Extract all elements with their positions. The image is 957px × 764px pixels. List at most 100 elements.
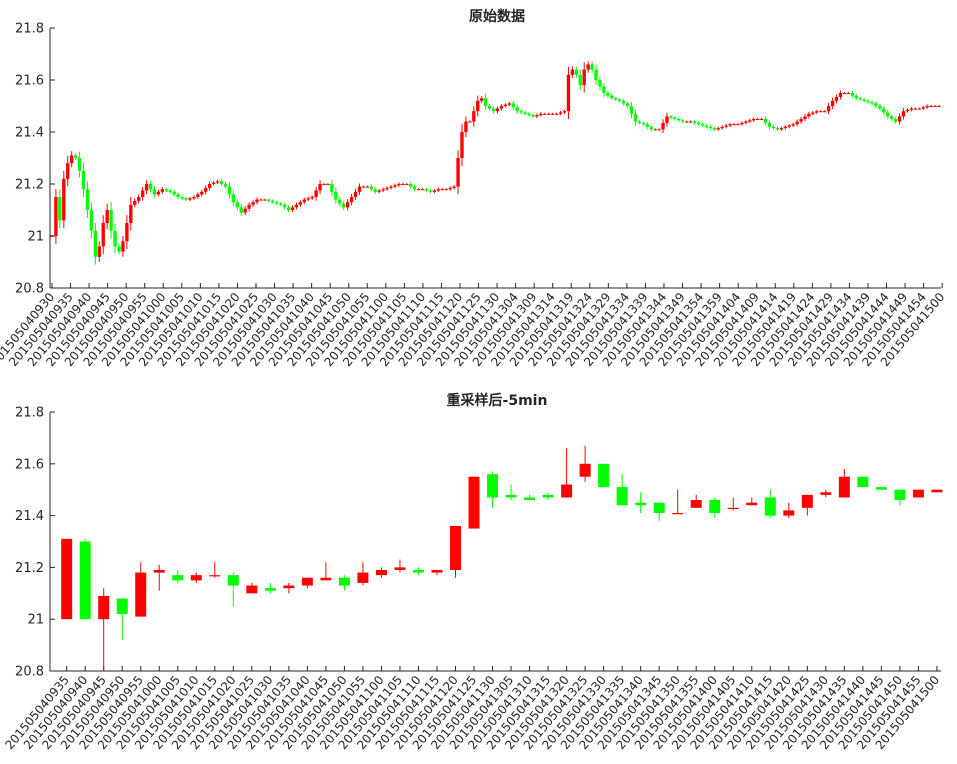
- y-tick-label: 21.4: [15, 509, 44, 524]
- candle-body: [349, 197, 354, 203]
- candle-body: [598, 80, 602, 87]
- candle-body: [854, 95, 858, 99]
- candle-body: [826, 106, 831, 112]
- candle-body: [811, 112, 815, 114]
- candle-body: [81, 171, 86, 190]
- candle-body: [290, 207, 295, 210]
- candle-body: [931, 489, 943, 493]
- chart-title: 原始数据: [469, 8, 525, 25]
- candle-body: [590, 64, 594, 70]
- candle-body: [823, 111, 827, 113]
- candle-body: [732, 124, 736, 126]
- candle-body: [890, 116, 894, 119]
- candle-body: [152, 189, 157, 195]
- candle-body: [499, 106, 504, 109]
- candle-body: [834, 96, 839, 101]
- candle-body: [172, 191, 176, 195]
- candle-body: [748, 120, 752, 122]
- candle-body: [420, 189, 425, 191]
- candle-body: [338, 199, 342, 204]
- candle-body: [543, 113, 547, 115]
- candle-body: [542, 494, 554, 498]
- candle-body: [282, 204, 287, 208]
- candle-body: [704, 125, 709, 127]
- candle-body: [791, 124, 795, 126]
- candle-body: [681, 120, 685, 122]
- y-tick-label: 21.4: [15, 126, 44, 141]
- candle-body: [752, 119, 756, 121]
- candle-body: [342, 203, 346, 208]
- candle-body: [783, 510, 795, 516]
- candle-body: [239, 207, 243, 213]
- candle-body: [921, 107, 925, 109]
- y-tick-label: 21: [27, 230, 44, 245]
- candle-body: [89, 210, 94, 231]
- candle-body: [464, 121, 468, 132]
- candle-body: [495, 108, 500, 112]
- candle-body: [505, 494, 517, 498]
- candle-body: [357, 572, 369, 583]
- candle-body: [487, 106, 492, 109]
- candle-body: [629, 106, 634, 114]
- candle-body: [692, 121, 697, 123]
- candle-body: [688, 121, 693, 123]
- candle-body: [736, 124, 740, 126]
- candle-body: [365, 186, 370, 188]
- candle-body: [160, 189, 165, 192]
- candle-body: [503, 104, 508, 106]
- resampled-5min-chart-svg: 重采样后-5min 20.82121.221.421.621.820150504…: [2, 392, 943, 752]
- candle-body: [700, 124, 705, 126]
- candle-body: [70, 155, 74, 164]
- candle-body: [235, 202, 239, 208]
- candle-body: [535, 115, 539, 117]
- candle-body: [846, 93, 851, 94]
- candle-body: [373, 189, 377, 192]
- candle-body: [393, 185, 397, 187]
- candle-body: [306, 198, 310, 200]
- candle-body: [450, 525, 462, 570]
- candle-body: [381, 189, 385, 191]
- candle-body: [913, 108, 918, 110]
- y-tick-label: 21.8: [15, 22, 44, 37]
- candle-body: [598, 463, 610, 488]
- candle-body: [79, 541, 91, 620]
- candle-body: [709, 500, 721, 514]
- candle-body: [523, 112, 527, 114]
- candle-body: [866, 100, 870, 103]
- candle-body: [712, 128, 716, 130]
- candle-body: [858, 98, 862, 100]
- candle-body: [799, 119, 803, 122]
- candle-body: [602, 86, 606, 93]
- candle-body: [570, 69, 575, 75]
- candle-body: [338, 577, 350, 586]
- candle-body: [720, 126, 724, 129]
- candle-body: [432, 190, 437, 192]
- candle-body: [925, 106, 929, 108]
- candle-body: [690, 500, 702, 508]
- candle-body: [515, 107, 519, 112]
- candle-body: [263, 199, 267, 201]
- candle-body: [933, 106, 937, 107]
- candle-body: [850, 93, 854, 96]
- candle-body: [801, 494, 813, 508]
- candle-body: [905, 109, 910, 112]
- candle-body: [77, 158, 82, 171]
- candle-body: [148, 184, 153, 190]
- candle-body: [401, 184, 405, 185]
- candle-body: [192, 197, 196, 199]
- candle-body: [375, 569, 387, 576]
- y-tick-label: 21: [27, 613, 44, 628]
- candle-body: [85, 189, 90, 210]
- candle-body: [476, 100, 480, 112]
- candle-body: [247, 204, 251, 209]
- candle-body: [594, 69, 598, 80]
- candle-body: [511, 103, 515, 108]
- candle-body: [264, 588, 276, 591]
- candle-body: [519, 111, 523, 113]
- candle-body: [524, 497, 536, 501]
- candle-body: [322, 184, 326, 185]
- candle-body: [223, 184, 228, 187]
- candle-body: [314, 190, 318, 197]
- candle-body: [649, 126, 653, 130]
- candle-body: [129, 204, 133, 223]
